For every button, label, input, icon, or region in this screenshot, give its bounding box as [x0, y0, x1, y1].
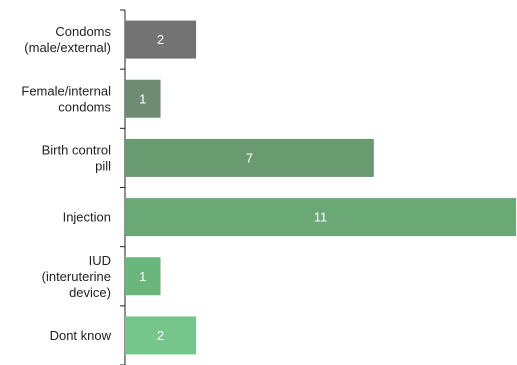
category-label-line: Injection [63, 210, 111, 225]
category-label-line: (male/external) [24, 40, 111, 55]
bar [125, 257, 161, 296]
category-label: Injection [63, 210, 111, 225]
bar [125, 138, 374, 177]
bar [125, 316, 197, 355]
category-label-line: Female/internal [21, 83, 111, 98]
y-axis-group [120, 9, 126, 365]
bar-data-label: 1 [139, 269, 146, 284]
category-label-line: condoms [58, 99, 111, 114]
bar [125, 20, 197, 59]
bar-data-label: 2 [157, 32, 164, 47]
category-label-line: (interuterine [42, 269, 111, 284]
category-label-line: Condoms [55, 24, 111, 39]
category-label-line: Birth control [42, 142, 111, 157]
bar-data-label: 7 [246, 150, 253, 165]
category-label: Birth control pill [42, 142, 111, 173]
bar [125, 79, 161, 118]
category-label-line: Dont know [50, 328, 112, 343]
category-label-line: pill [95, 158, 111, 173]
category-label: Condoms (male/external) [24, 24, 111, 55]
category-label: Female/internal condoms [21, 83, 111, 114]
category-label: IUD (interuterine device) [42, 253, 111, 300]
bar [125, 198, 516, 237]
bar-data-label: 2 [157, 328, 164, 343]
category-label-line: IUD [89, 253, 111, 268]
category-labels-group: Condoms (male/external) Female/internal con… [21, 24, 111, 343]
category-label: Dont know [50, 328, 112, 343]
category-label-line: device) [69, 285, 111, 300]
bar-data-label: 11 [314, 210, 328, 225]
bar-data-label: 1 [139, 91, 146, 106]
